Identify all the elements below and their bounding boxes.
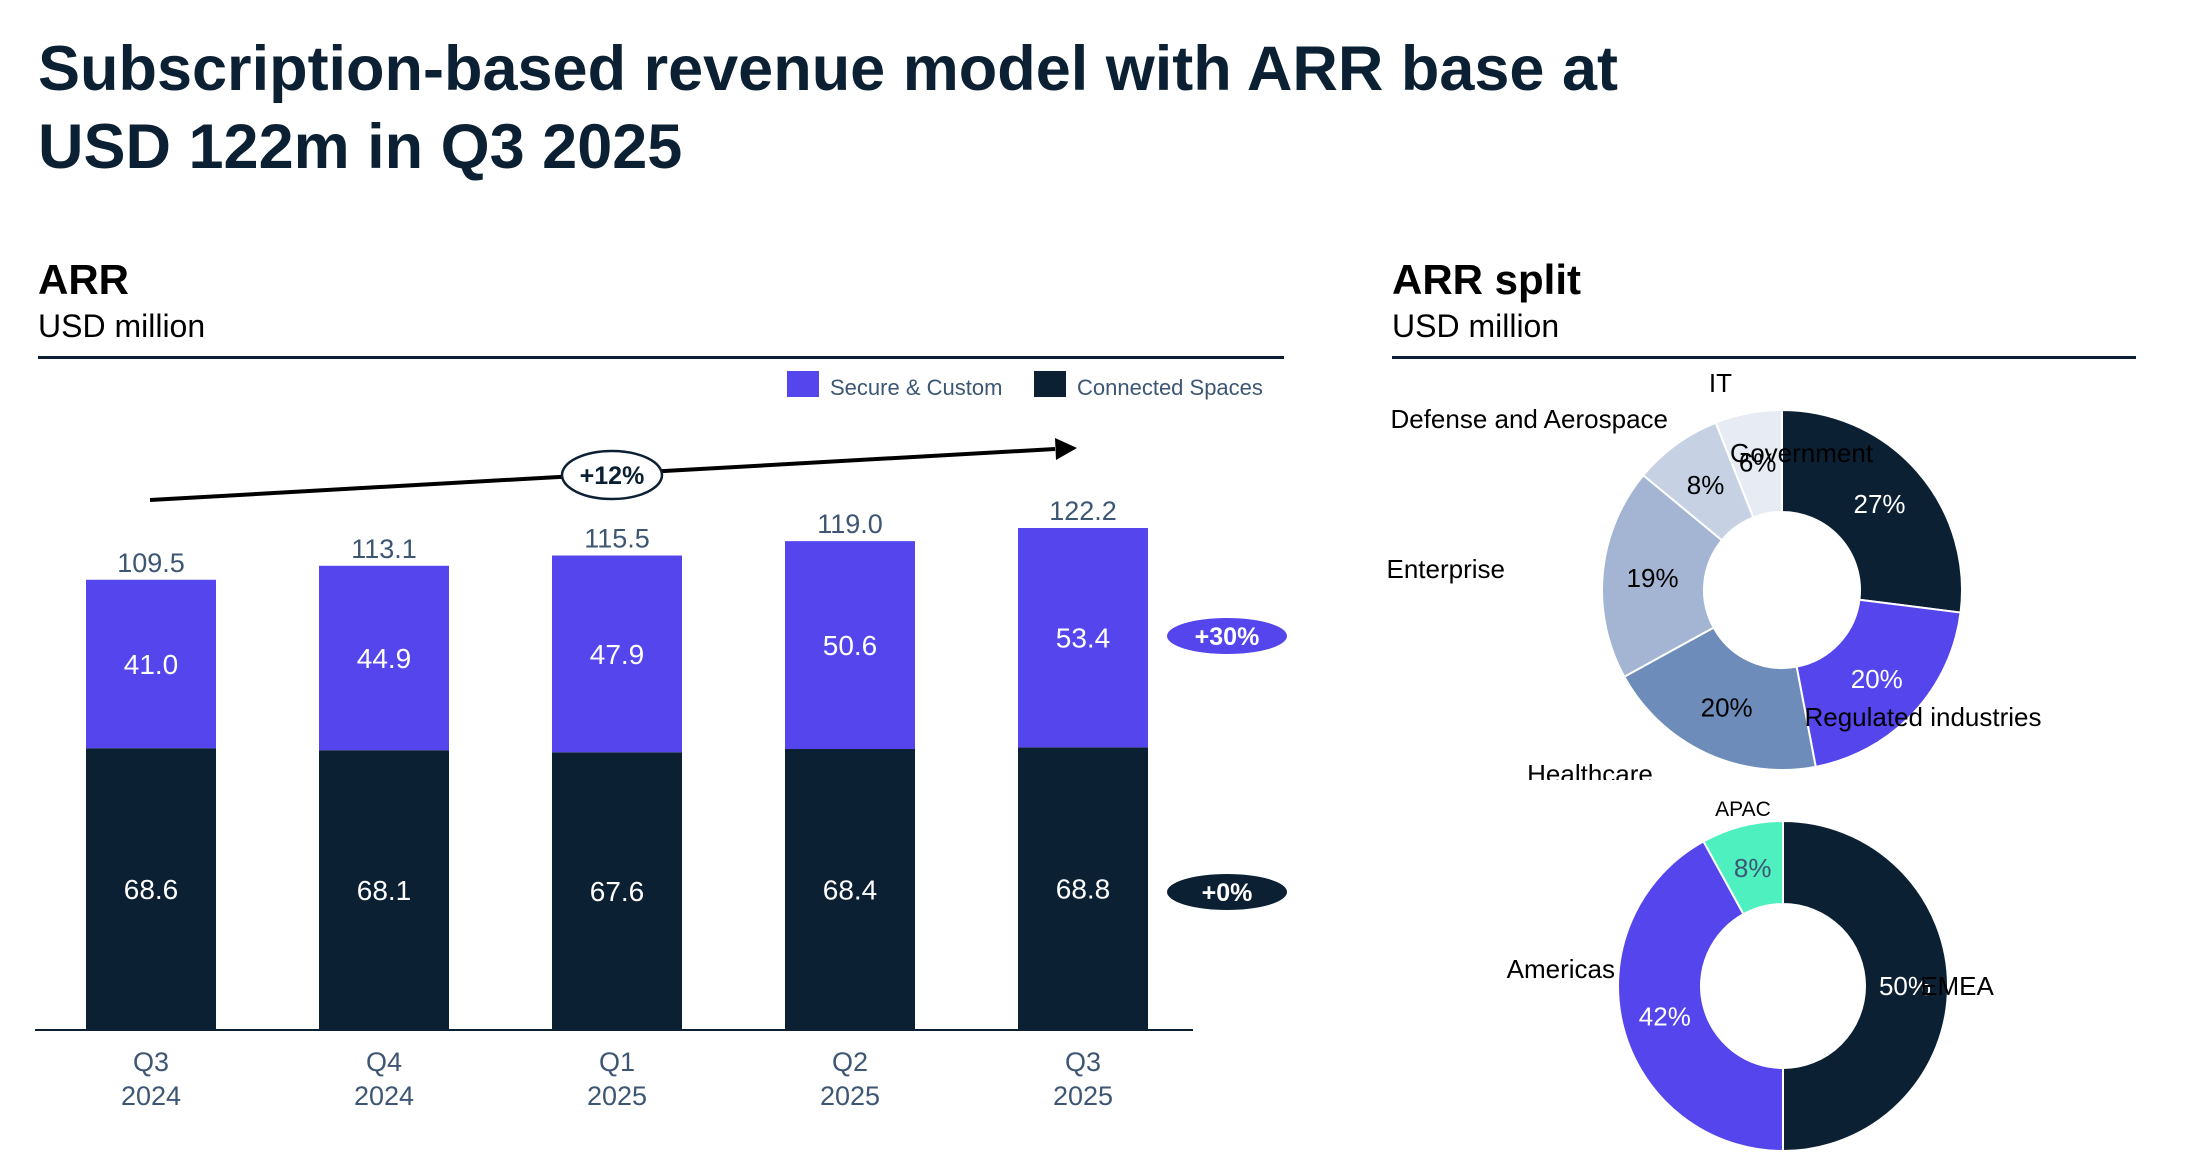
bar-secure-custom-1 <box>319 565 449 751</box>
industry-slices: 27% 20% 20% 19% 8% 6% <box>1601 408 1963 771</box>
value-label-secure-custom-4: 53.4 <box>1056 623 1111 654</box>
industry-percent-regulated-industries: 20% <box>1851 664 1903 694</box>
arr-section-subtitle: USD million <box>38 308 206 344</box>
total-label-1: 113.1 <box>351 534 417 564</box>
legend-label-connected-spaces: Connected Spaces <box>1077 375 1263 400</box>
region-slice-apac <box>1702 819 1784 916</box>
label-americas: Americas <box>1507 954 1615 984</box>
value-label-connected-spaces-0: 68.6 <box>124 874 179 905</box>
value-label-secure-custom-0: 41.0 <box>124 649 179 680</box>
page-title: Subscription-based revenue model with AR… <box>38 30 1938 186</box>
industry-slice-regulated-industries <box>1795 598 1962 768</box>
value-label-connected-spaces-1: 68.1 <box>357 875 412 906</box>
bar-connected-spaces-2 <box>552 752 682 1030</box>
value-label-connected-spaces-2: 67.6 <box>590 876 645 907</box>
bar-secure-custom-4 <box>1018 528 1148 748</box>
connected-change-badge: +0% <box>1167 874 1287 910</box>
industry-percent-healthcare: 20% <box>1701 693 1753 723</box>
arr-bar-chart: Secure & Custom Connected Spaces +12% 68… <box>35 371 1287 1111</box>
industry-slice-it <box>1714 408 1783 519</box>
x-tick-label-2-year: 2025 <box>587 1081 647 1111</box>
bar-connected-spaces-3 <box>785 749 915 1030</box>
x-tick-label-3-year: 2025 <box>820 1081 880 1111</box>
x-tick-label-3-quarter: Q2 <box>832 1047 868 1077</box>
industry-slice-healthcare <box>1622 626 1817 771</box>
x-tick-label-4-year: 2025 <box>1053 1081 1113 1111</box>
value-label-connected-spaces-4: 68.8 <box>1056 874 1111 905</box>
secure-change-label: +30% <box>1195 623 1260 651</box>
region-slice-emea <box>1782 819 1949 1153</box>
industry-category-labels: Government Regulated industries Healthca… <box>1387 368 2042 780</box>
industry-slice-government <box>1781 408 1963 614</box>
bar-secure-custom-3 <box>785 541 915 750</box>
total-label-2: 115.5 <box>584 524 650 554</box>
legend-swatch-secure-custom <box>787 371 819 397</box>
chart-legend: Secure & Custom Connected Spaces <box>787 371 1263 400</box>
industry-percent-defense-and-aerospace: 8% <box>1687 470 1725 500</box>
industry-donut-chart: 27% 20% 20% 19% 8% 6% Government Regulated in… <box>1387 368 2042 780</box>
page-title-line-2: USD 122m in Q3 2025 <box>38 112 683 182</box>
value-label-secure-custom-3: 50.6 <box>823 630 878 661</box>
legend-label-secure-custom: Secure & Custom <box>830 375 1002 400</box>
value-label-connected-spaces-3: 68.4 <box>823 875 878 906</box>
region-donut-chart: 50% 42% 8% EMEA Americas APAC <box>1507 798 1995 1153</box>
region-slices: 50% 42% 8% <box>1617 819 1949 1153</box>
region-percent-emea: 50% <box>1879 971 1931 1001</box>
label-regulated-industries: Regulated industries <box>1804 702 2041 732</box>
x-tick-label-2-quarter: Q1 <box>599 1047 635 1077</box>
region-category-labels: EMEA Americas APAC <box>1507 798 1995 1001</box>
total-label-4: 122.2 <box>1049 496 1117 526</box>
growth-arrow: +12% <box>149 438 1077 502</box>
region-percent-apac: 8% <box>1734 853 1772 883</box>
region-percent-americas: 42% <box>1639 1001 1691 1031</box>
growth-badge <box>560 449 664 501</box>
growth-arrow-head <box>1055 438 1077 460</box>
arr-split-section-title: ARR split <box>1392 256 1581 303</box>
total-label-0: 109.5 <box>117 548 185 578</box>
arr-section-rule <box>38 356 1284 359</box>
industry-percent-enterprise: 19% <box>1627 563 1679 593</box>
secure-change-badge: +30% <box>1167 618 1287 654</box>
value-label-secure-custom-2: 47.9 <box>590 639 645 670</box>
label-government: Government <box>1730 438 1874 468</box>
secure-change-badge-shape <box>1167 618 1287 654</box>
label-defense-aerospace: Defense and Aerospace <box>1390 404 1668 434</box>
bar-connected-spaces-1 <box>319 750 449 1030</box>
connected-change-label: +0% <box>1202 879 1253 907</box>
growth-badge-label: +12% <box>580 462 645 490</box>
industry-slice-enterprise <box>1601 473 1724 679</box>
label-enterprise: Enterprise <box>1387 554 1506 584</box>
x-tick-label-1-year: 2024 <box>354 1081 414 1111</box>
industry-percent-it: 6% <box>1739 447 1777 477</box>
industry-percent-government: 27% <box>1853 489 1905 519</box>
arr-split-section-subtitle: USD million <box>1392 308 1560 344</box>
x-tick-label-0-quarter: Q3 <box>133 1047 169 1077</box>
label-emea: EMEA <box>1920 971 1994 1001</box>
region-slice-americas <box>1617 840 1784 1153</box>
bar-secure-custom-2 <box>552 555 682 753</box>
value-label-secure-custom-1: 44.9 <box>357 643 412 674</box>
bar-series: 68.6 41.0 109.5 Q3 2024 68.1 44.9 113.1 Q4 2024 67… <box>86 496 1148 1111</box>
bar-secure-custom-0 <box>86 579 216 749</box>
x-tick-label-4-quarter: Q3 <box>1065 1047 1101 1077</box>
label-healthcare: Healthcare <box>1527 759 1653 780</box>
total-label-3: 119.0 <box>817 509 883 539</box>
legend-swatch-connected-spaces <box>1034 371 1066 397</box>
page-title-line-1: Subscription-based revenue model with AR… <box>38 34 1618 104</box>
label-apac: APAC <box>1715 798 1771 821</box>
connected-change-badge-shape <box>1167 874 1287 910</box>
bar-connected-spaces-0 <box>86 748 216 1030</box>
label-it: IT <box>1709 368 1732 398</box>
x-tick-label-0-year: 2024 <box>121 1081 181 1111</box>
bar-connected-spaces-4 <box>1018 747 1148 1030</box>
arr-section-title: ARR <box>38 256 129 303</box>
x-tick-label-1-quarter: Q4 <box>366 1047 402 1077</box>
arr-split-section-rule <box>1392 356 2136 359</box>
